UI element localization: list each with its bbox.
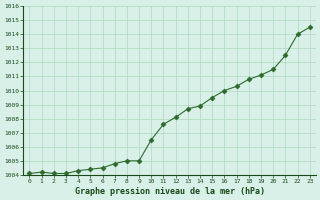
X-axis label: Graphe pression niveau de la mer (hPa): Graphe pression niveau de la mer (hPa) (75, 187, 265, 196)
